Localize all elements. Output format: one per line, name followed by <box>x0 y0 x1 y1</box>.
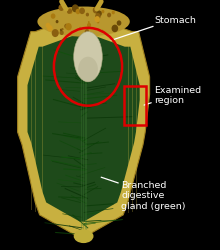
Circle shape <box>72 5 79 13</box>
Circle shape <box>65 24 72 31</box>
Circle shape <box>95 14 101 20</box>
Circle shape <box>46 24 50 29</box>
Ellipse shape <box>78 58 98 82</box>
Ellipse shape <box>74 230 94 243</box>
Circle shape <box>107 14 111 18</box>
Circle shape <box>67 11 71 15</box>
Circle shape <box>79 8 85 15</box>
Circle shape <box>64 24 68 29</box>
PathPatch shape <box>28 35 140 222</box>
Circle shape <box>59 5 64 12</box>
Circle shape <box>94 17 100 23</box>
Circle shape <box>69 10 72 15</box>
Circle shape <box>112 12 115 15</box>
Circle shape <box>68 9 72 14</box>
Circle shape <box>52 30 59 38</box>
Circle shape <box>76 10 80 15</box>
Circle shape <box>86 14 89 18</box>
Circle shape <box>96 12 102 18</box>
Circle shape <box>96 18 98 20</box>
Circle shape <box>51 14 55 20</box>
Circle shape <box>97 22 99 24</box>
Circle shape <box>60 30 62 32</box>
Circle shape <box>60 31 64 36</box>
Ellipse shape <box>74 32 102 82</box>
Circle shape <box>101 30 104 33</box>
Circle shape <box>56 21 59 24</box>
Circle shape <box>101 11 104 14</box>
Circle shape <box>93 8 99 14</box>
Circle shape <box>112 26 118 33</box>
Text: Examined
region: Examined region <box>144 85 201 105</box>
Circle shape <box>87 24 91 28</box>
Circle shape <box>88 22 90 24</box>
Ellipse shape <box>37 8 130 38</box>
Bar <box>124 86 146 125</box>
PathPatch shape <box>18 18 150 237</box>
Text: Stomach: Stomach <box>111 16 196 41</box>
Circle shape <box>47 26 53 32</box>
Text: Branched
digestive
gland (green): Branched digestive gland (green) <box>101 178 185 210</box>
Circle shape <box>85 30 89 35</box>
Circle shape <box>79 28 82 31</box>
Circle shape <box>117 21 121 26</box>
Circle shape <box>61 29 64 31</box>
Circle shape <box>86 28 89 31</box>
